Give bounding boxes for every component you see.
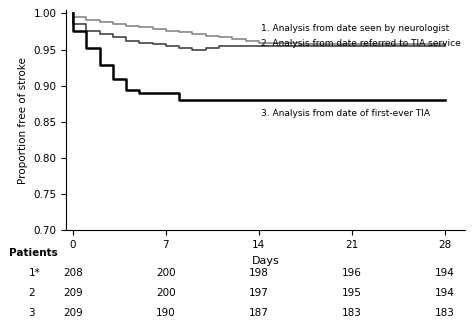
Text: 3. Analysis from date of first-ever TIA: 3. Analysis from date of first-ever TIA <box>262 109 430 118</box>
Text: 200: 200 <box>156 288 176 298</box>
Text: 209: 209 <box>63 288 83 298</box>
Text: 190: 190 <box>156 308 176 317</box>
Text: 194: 194 <box>435 288 455 298</box>
Text: 195: 195 <box>342 288 362 298</box>
Text: 196: 196 <box>342 268 362 278</box>
Text: 1*: 1* <box>28 268 40 278</box>
Text: 183: 183 <box>342 308 362 317</box>
Text: 208: 208 <box>63 268 83 278</box>
Text: 197: 197 <box>249 288 269 298</box>
Text: 200: 200 <box>156 268 176 278</box>
Text: 187: 187 <box>249 308 269 317</box>
Text: 2. Analysis from date referred to TIA service: 2. Analysis from date referred to TIA se… <box>262 39 461 48</box>
Text: 209: 209 <box>63 308 83 317</box>
Text: 3: 3 <box>28 308 35 317</box>
Y-axis label: Proportion free of stroke: Proportion free of stroke <box>18 57 28 184</box>
Text: 2: 2 <box>28 288 35 298</box>
Text: Patients: Patients <box>9 248 58 258</box>
Text: 183: 183 <box>435 308 455 317</box>
Text: 198: 198 <box>249 268 269 278</box>
Text: 194: 194 <box>435 268 455 278</box>
X-axis label: Days: Days <box>252 256 279 266</box>
Text: 1. Analysis from date seen by neurologist: 1. Analysis from date seen by neurologis… <box>262 24 450 33</box>
